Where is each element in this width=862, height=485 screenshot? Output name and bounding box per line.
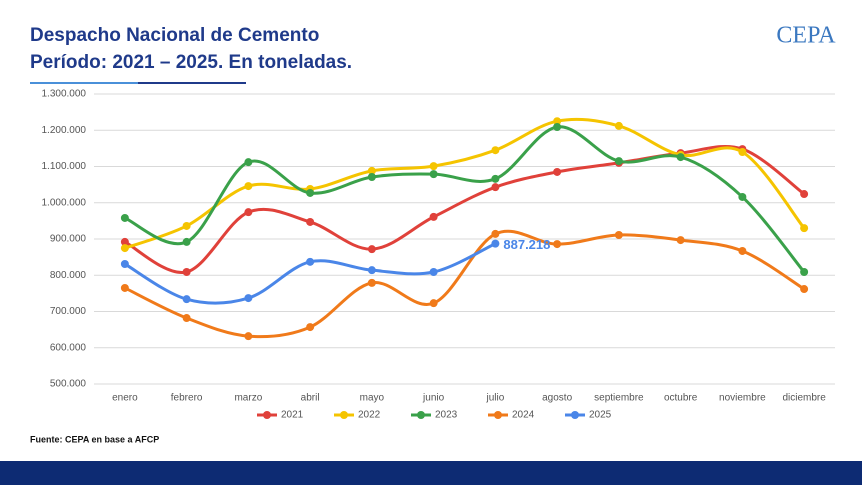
data-point	[738, 192, 747, 201]
data-point	[367, 278, 376, 287]
y-tick-label: 1.000.000	[42, 197, 87, 208]
y-tick-label: 600.000	[50, 342, 87, 353]
data-point	[800, 224, 809, 233]
series-line	[124, 125, 806, 273]
footer-bar	[0, 461, 862, 485]
data-point	[120, 237, 129, 246]
legend-marker	[263, 411, 271, 419]
data-point	[367, 266, 376, 275]
legend-label: 2021	[281, 410, 304, 421]
source: Fuente: CEPA en base a AFCP	[30, 434, 159, 444]
data-point	[491, 174, 500, 183]
x-tick-label: julio	[485, 393, 504, 404]
data-point	[429, 170, 438, 179]
data-point	[244, 294, 253, 303]
data-point	[429, 212, 438, 221]
data-point	[738, 246, 747, 255]
series-line	[124, 145, 806, 274]
x-tick-label: octubre	[664, 393, 698, 404]
x-tick-label: junio	[422, 393, 445, 404]
data-point	[800, 285, 809, 294]
x-tick-label: abril	[301, 393, 320, 404]
subtitle: Período: 2021 – 2025. En toneladas.	[30, 52, 352, 73]
data-point	[553, 240, 562, 249]
data-point	[553, 167, 562, 176]
data-point	[429, 299, 438, 308]
legend-label: 2024	[512, 410, 535, 421]
legend-marker	[417, 411, 425, 419]
data-point	[800, 267, 809, 276]
x-tick-label: septiembre	[594, 393, 644, 404]
data-point	[429, 162, 438, 171]
data-point	[491, 146, 500, 155]
series-line	[124, 117, 806, 250]
data-point	[491, 229, 500, 238]
data-point	[182, 295, 191, 304]
data-point	[367, 173, 376, 182]
x-tick-label: mayo	[360, 393, 385, 404]
data-point	[800, 190, 809, 199]
data-point	[244, 332, 253, 341]
data-point	[182, 237, 191, 246]
data-point	[367, 166, 376, 175]
data-point	[182, 267, 191, 276]
x-tick-label: diciembre	[782, 393, 826, 404]
data-label: 887.218	[503, 237, 550, 252]
y-tick-label: 500.000	[50, 379, 87, 390]
data-point	[306, 188, 315, 197]
data-point	[429, 267, 438, 276]
data-point	[182, 314, 191, 323]
data-point	[306, 217, 315, 226]
x-tick-label: noviembre	[719, 393, 766, 404]
legend-label: 2023	[435, 410, 458, 421]
x-tick-label: agosto	[542, 393, 572, 404]
legend-marker	[340, 411, 348, 419]
data-point	[120, 244, 129, 253]
data-point	[244, 158, 253, 167]
data-point	[244, 208, 253, 217]
data-point	[367, 245, 376, 254]
y-tick-label: 800.000	[50, 270, 87, 281]
data-point	[244, 182, 253, 191]
x-tick-label: marzo	[234, 393, 262, 404]
data-point	[491, 183, 500, 192]
y-tick-label: 1.200.000	[42, 125, 87, 136]
title: Despacho Nacional de Cemento	[30, 25, 319, 46]
logo: CEPA	[776, 23, 836, 49]
data-point	[491, 239, 500, 248]
x-tick-label: febrero	[171, 393, 203, 404]
data-point	[553, 117, 562, 126]
data-point	[306, 323, 315, 332]
legend-marker	[571, 411, 579, 419]
legend-label: 2025	[589, 410, 612, 421]
data-point	[614, 121, 623, 130]
x-tick-label: enero	[112, 393, 138, 404]
data-point	[120, 283, 129, 292]
data-point	[306, 257, 315, 266]
y-tick-label: 700.000	[50, 306, 87, 317]
data-point	[676, 236, 685, 245]
data-point	[614, 157, 623, 166]
y-tick-label: 900.000	[50, 234, 87, 245]
data-point	[738, 148, 747, 156]
data-point	[614, 231, 623, 240]
y-tick-label: 1.100.000	[42, 161, 87, 172]
legend-marker	[494, 411, 502, 419]
data-point	[120, 260, 129, 269]
legend-label: 2022	[358, 410, 381, 421]
data-point	[182, 221, 191, 230]
y-tick-label: 1.300.000	[42, 89, 87, 100]
data-point	[676, 153, 685, 162]
data-point	[553, 122, 562, 131]
data-point	[120, 213, 129, 222]
